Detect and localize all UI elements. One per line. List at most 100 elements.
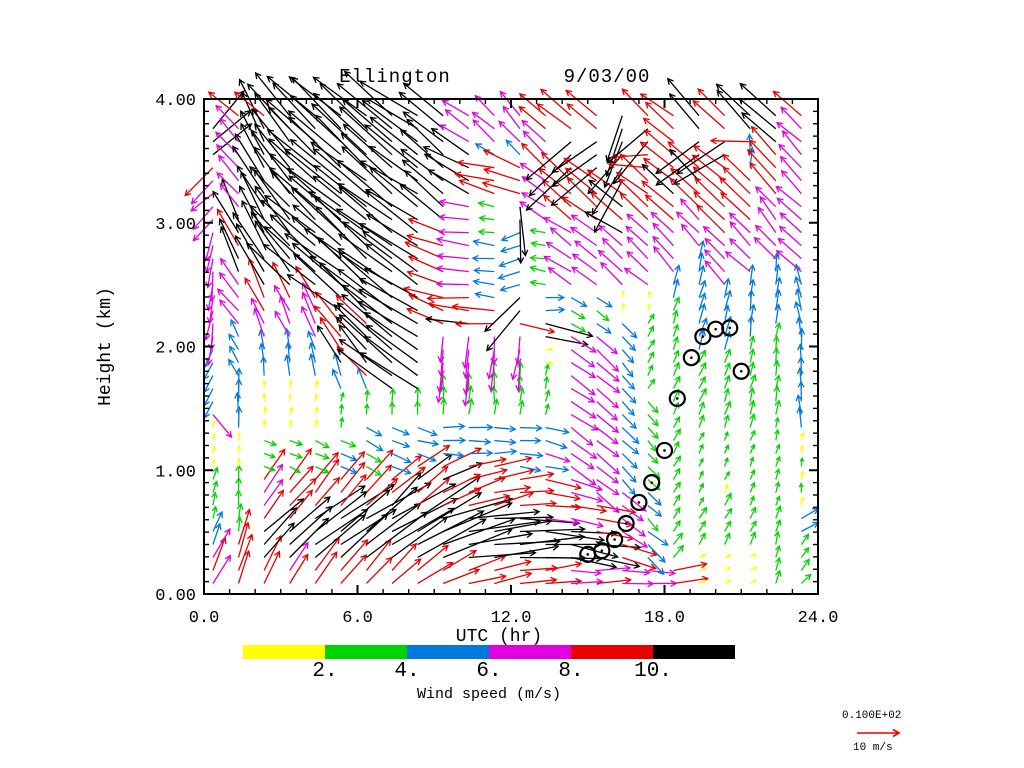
wind-arrow — [494, 469, 534, 481]
wind-arrow — [775, 456, 781, 467]
wind-arrow — [716, 83, 751, 117]
wind-arrow-head — [521, 192, 529, 199]
wind-arrow-head — [547, 327, 556, 335]
wind-arrow-head — [774, 374, 782, 382]
wind-arrow — [749, 140, 777, 169]
wind-arrow — [647, 492, 662, 506]
wind-arrow-head — [190, 204, 198, 212]
wind-arrow-head — [518, 93, 527, 100]
wind-arrow-head — [406, 233, 414, 241]
wind-arrow-head — [263, 225, 272, 233]
wind-arrow-head — [750, 429, 756, 436]
wind-arrow-head — [534, 437, 542, 445]
y-axis-title: Height (km) — [96, 287, 116, 406]
wind-arrow-head — [796, 406, 804, 414]
colorbar-segment — [325, 645, 407, 659]
wind-arrow-head — [313, 304, 321, 313]
wind-arrow-head — [641, 180, 649, 188]
wind-arrow — [755, 186, 777, 208]
wind-arrow-head — [332, 458, 340, 466]
wind-arrow-head — [435, 280, 443, 288]
wind-arrow-head — [232, 211, 239, 220]
wind-arrow-head — [543, 255, 551, 263]
wind-arrow — [779, 226, 802, 247]
wind-arrow — [366, 426, 382, 437]
wind-arrow — [775, 375, 780, 389]
wind-arrow — [212, 481, 218, 493]
x-tick-label: 0.0 — [189, 609, 220, 628]
wind-arrow-head — [611, 476, 620, 484]
wind-arrow — [647, 505, 662, 517]
wind-arrow-head — [674, 264, 681, 272]
wind-arrow — [502, 106, 521, 130]
event-marker-circle — [617, 514, 635, 533]
wind-arrow — [391, 426, 410, 436]
wind-arrow — [545, 322, 593, 337]
wind-arrow-head — [365, 324, 373, 332]
wind-arrow — [613, 141, 649, 184]
wind-arrow-head — [333, 476, 341, 484]
wind-arrow — [364, 312, 418, 351]
wind-arrow — [408, 255, 444, 273]
wind-arrow-head — [699, 349, 706, 357]
wind-arrow-head — [724, 348, 732, 356]
wind-arrow-head — [701, 317, 708, 325]
wind-arrow — [606, 115, 623, 162]
wind-arrow-head — [611, 437, 619, 445]
wind-arrow-head — [517, 399, 525, 407]
wind-arrow — [778, 237, 802, 260]
wind-arrow-head — [543, 375, 550, 383]
wind-arrow-head — [612, 177, 620, 185]
wind-arrow-head — [624, 576, 633, 584]
wind-arrow — [254, 220, 291, 272]
wind-arrow-head — [262, 392, 267, 398]
wind-arrow-head — [781, 130, 789, 138]
wind-arrow — [191, 180, 214, 205]
wind-arrow-head — [680, 223, 688, 231]
wind-arrow — [800, 573, 812, 584]
wind-arrow — [565, 89, 598, 117]
wind-arrow — [723, 290, 731, 311]
wind-arrow-head — [798, 482, 804, 488]
wind-arrow — [439, 216, 469, 221]
wind-arrow — [494, 545, 559, 559]
wind-arrow-head — [753, 236, 761, 244]
wind-arrow-head — [232, 145, 239, 153]
wind-arrow — [417, 445, 450, 468]
wind-arrow — [403, 287, 444, 299]
wind-arrow-head — [673, 296, 681, 304]
wind-arrow-head — [551, 180, 559, 188]
wind-arrow — [391, 465, 411, 474]
wind-arrow-head — [322, 453, 331, 460]
wind-arrow-head — [599, 506, 608, 514]
wind-arrow-head — [693, 191, 701, 199]
wind-arrow — [698, 432, 705, 441]
wind-arrow-head — [700, 506, 708, 514]
wind-arrow — [287, 274, 342, 312]
wind-arrow — [722, 154, 751, 182]
wind-arrow — [544, 376, 548, 389]
wind-arrow — [720, 192, 751, 221]
colorbar-segment — [243, 645, 325, 659]
wind-arrow-head — [529, 279, 537, 287]
wind-arrow-head — [612, 506, 620, 514]
wind-arrow — [494, 540, 560, 546]
wind-arrow-head — [724, 362, 731, 370]
wind-arrow-head — [750, 125, 758, 134]
wind-arrow-head — [337, 251, 346, 259]
wind-arrow — [365, 557, 393, 584]
wind-arrow-head — [228, 358, 235, 366]
wind-arrow-head — [443, 444, 451, 452]
wind-arrow-head — [754, 224, 762, 232]
wind-arrow — [190, 193, 214, 212]
wind-arrow — [749, 532, 756, 545]
wind-arrow — [552, 141, 598, 173]
wind-arrow — [237, 534, 253, 571]
wind-arrow — [598, 225, 623, 247]
wind-arrow — [616, 171, 649, 195]
wind-arrow-head — [525, 173, 533, 181]
wind-arrow — [336, 346, 367, 377]
wind-arrow — [607, 128, 649, 164]
wind-arrow — [749, 362, 755, 376]
wind-arrow-head — [467, 397, 475, 406]
